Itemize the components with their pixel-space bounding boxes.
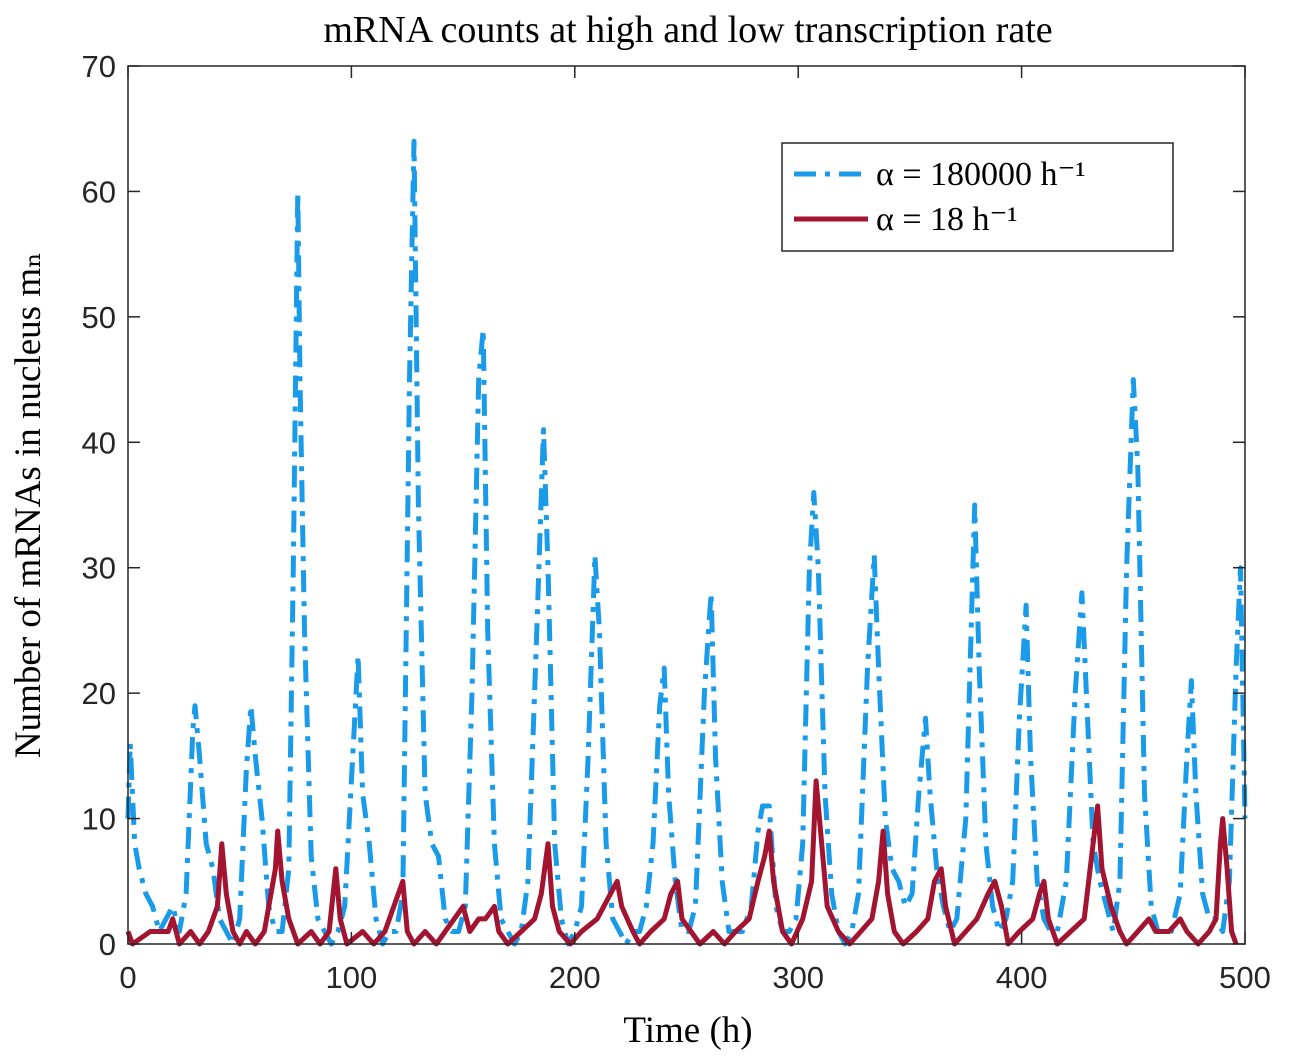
x-tick-label: 300 xyxy=(772,960,824,995)
legend-box xyxy=(781,142,1174,252)
x-tick-label: 0 xyxy=(119,960,136,995)
axes-box xyxy=(127,65,1246,945)
y-tick-label: 70 xyxy=(82,49,116,84)
data-line xyxy=(125,138,1248,947)
x-tick-label: 200 xyxy=(549,960,601,995)
x-axis-label: Time (h) xyxy=(623,1010,752,1051)
y-tick-label: 20 xyxy=(82,676,116,711)
y-tick-label: 30 xyxy=(82,551,116,586)
y-tick-label: 60 xyxy=(82,174,116,209)
chart-title: mRNA counts at high and low transcriptio… xyxy=(323,9,1052,51)
y-tick-label: 10 xyxy=(82,802,116,837)
y-axis-label: Number of mRNAs in nucleus mₙ xyxy=(8,252,49,758)
legend-label: α = 18 h⁻¹ xyxy=(876,201,1018,238)
data-line xyxy=(125,778,1239,947)
y-tick-label: 50 xyxy=(82,300,116,335)
y-tick-label: 40 xyxy=(82,425,116,460)
x-tick-label: 500 xyxy=(1219,960,1271,995)
x-tick-label: 100 xyxy=(326,960,378,995)
x-tick-label: 400 xyxy=(996,960,1048,995)
legend-label: α = 180000 h⁻¹ xyxy=(876,156,1086,193)
y-tick-label: 0 xyxy=(99,927,116,962)
